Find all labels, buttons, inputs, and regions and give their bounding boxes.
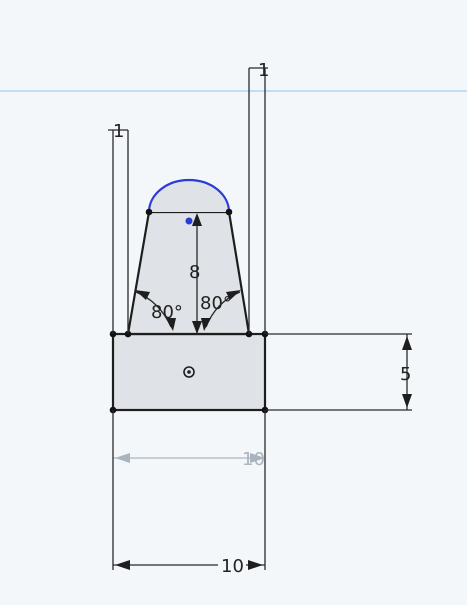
dimension-trapezoid-height[interactable]: 8 bbox=[189, 213, 202, 334]
origin-point-icon[interactable] bbox=[183, 366, 195, 378]
vertex[interactable] bbox=[225, 208, 233, 216]
dimension-angle-left[interactable]: 80° bbox=[135, 290, 183, 331]
dimension-width-overall[interactable]: 10 bbox=[112, 410, 266, 577]
dimension-left-offset-label: 1 bbox=[113, 121, 124, 142]
dimension-trapezoid-height-label: 8 bbox=[189, 262, 200, 283]
arc-center-point[interactable] bbox=[185, 217, 193, 225]
dimension-rect-height-label: 5 bbox=[400, 364, 411, 385]
dimension-right-offset[interactable]: 1 bbox=[248, 60, 269, 334]
dimension-rect-height[interactable]: 5 bbox=[265, 333, 412, 411]
dimension-width-overall-label: 10 bbox=[221, 556, 244, 577]
dimension-width-faded[interactable]: 10 bbox=[113, 449, 265, 470]
top-arc[interactable] bbox=[147, 178, 231, 213]
dimension-right-offset-label: 1 bbox=[258, 60, 269, 81]
dimension-width-faded-label: 10 bbox=[242, 449, 265, 470]
dimension-angle-right-label: 80° bbox=[200, 293, 232, 314]
dimension-angle-left-label: 80° bbox=[151, 302, 183, 323]
dimension-angle-right[interactable]: 80° bbox=[200, 290, 241, 331]
dimension-left-offset[interactable]: 1 bbox=[108, 121, 129, 334]
vertex[interactable] bbox=[145, 208, 153, 216]
